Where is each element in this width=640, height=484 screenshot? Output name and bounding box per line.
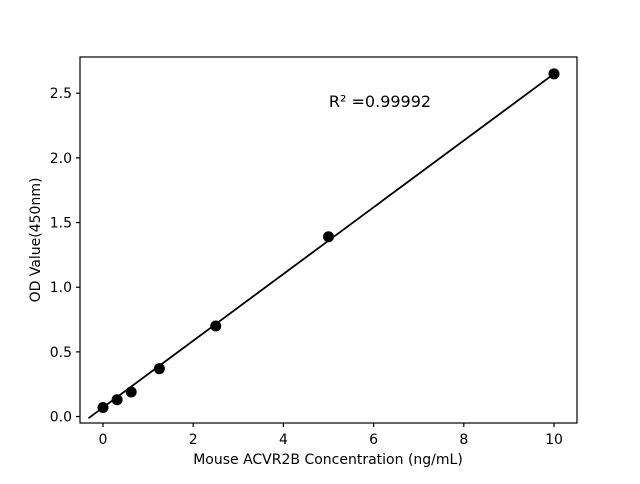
y-tick-label: 2.0 — [50, 151, 72, 167]
x-tick-label: 8 — [459, 432, 468, 448]
y-tick-label: 1.0 — [50, 280, 72, 296]
data-point — [125, 386, 137, 398]
y-tick-label: 1.5 — [50, 216, 72, 232]
plot-border — [79, 56, 578, 424]
data-point — [153, 363, 165, 375]
x-tick-label: 0 — [99, 432, 108, 448]
x-tick-label: 4 — [279, 432, 288, 448]
data-point — [97, 401, 109, 413]
y-axis-label: OD Value(450nm) — [28, 178, 44, 303]
data-point — [548, 68, 560, 80]
x-tick-label: 6 — [369, 432, 378, 448]
fit-line — [88, 72, 555, 419]
y-tick-label: 0.0 — [50, 410, 72, 426]
x-axis-label: Mouse ACVR2B Concentration (ng/mL) — [193, 452, 463, 468]
x-tick-label: 10 — [545, 432, 563, 448]
plot-content: 0 2 4 6 8 10 0.0 0.5 1.0 1.5 2.0 2.5 — [50, 68, 563, 448]
x-tick-label: 2 — [189, 432, 198, 448]
data-point — [111, 394, 123, 406]
y-tick-label: 0.5 — [50, 345, 72, 361]
data-point — [210, 320, 222, 332]
r-squared-annotation: R² =0.99992 — [329, 92, 431, 111]
data-point — [323, 231, 334, 243]
y-tick-label: 2.5 — [50, 86, 72, 102]
